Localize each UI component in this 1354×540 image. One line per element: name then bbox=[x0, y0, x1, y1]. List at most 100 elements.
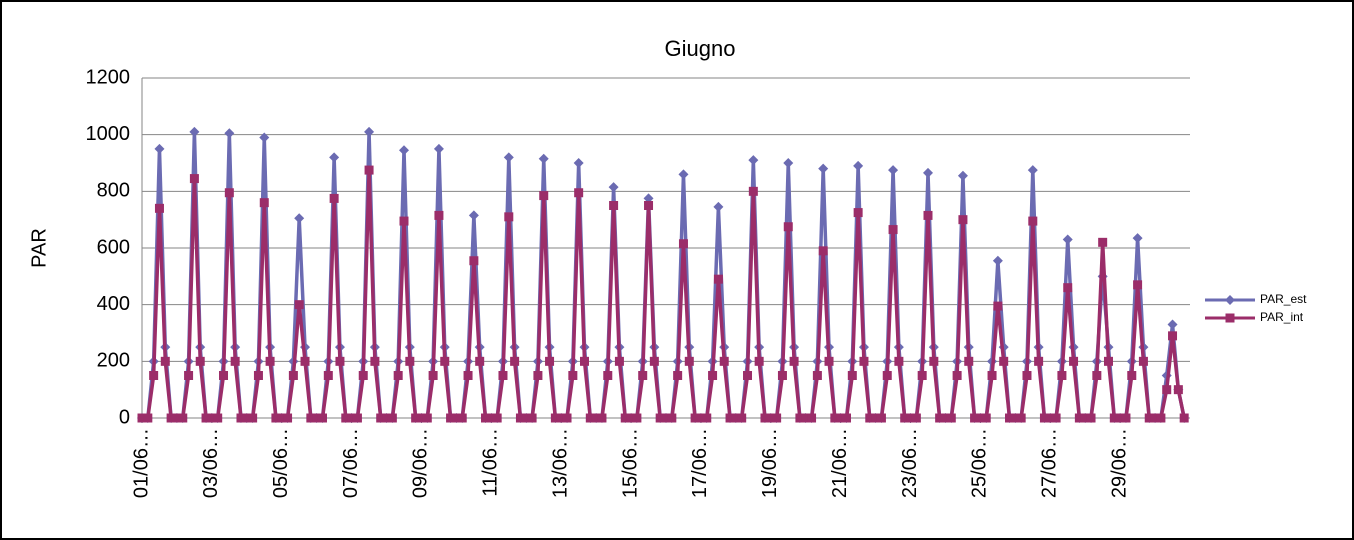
data-point bbox=[824, 356, 834, 366]
data-point bbox=[562, 413, 572, 423]
data-point bbox=[1074, 413, 1084, 423]
x-tick-label: 15/06… bbox=[619, 428, 641, 498]
data-point bbox=[550, 413, 560, 423]
data-point bbox=[1115, 413, 1125, 423]
y-tick-label: 200 bbox=[97, 350, 130, 372]
data-point bbox=[783, 158, 794, 168]
data-point bbox=[259, 132, 270, 143]
data-point bbox=[300, 356, 310, 366]
data-point bbox=[1103, 356, 1113, 366]
data-point bbox=[638, 371, 648, 380]
data-point bbox=[294, 300, 304, 310]
x-tick-label: 17/06… bbox=[689, 428, 711, 498]
data-point bbox=[690, 413, 700, 423]
x-tick-label: 13/06… bbox=[549, 428, 571, 498]
data-point bbox=[748, 186, 758, 196]
data-point bbox=[993, 301, 1003, 311]
data-point bbox=[1092, 371, 1102, 380]
x-tick-label: 29/06… bbox=[1108, 428, 1130, 498]
data-point bbox=[1173, 385, 1183, 395]
data-point bbox=[713, 274, 723, 284]
x-tick-label: 07/06… bbox=[340, 428, 362, 498]
x-tick-label: 23/06… bbox=[899, 428, 921, 498]
data-point bbox=[987, 371, 997, 380]
data-point bbox=[853, 208, 863, 218]
data-point bbox=[719, 356, 729, 366]
y-axis-label: PAR bbox=[28, 228, 50, 268]
data-point bbox=[312, 413, 322, 423]
data-point bbox=[818, 246, 828, 256]
data-point bbox=[358, 371, 368, 380]
x-tick-label: 21/06… bbox=[829, 428, 851, 498]
data-point bbox=[579, 356, 589, 366]
data-point bbox=[923, 167, 933, 178]
data-point bbox=[329, 152, 340, 163]
data-point bbox=[1016, 413, 1026, 423]
data-point bbox=[713, 201, 724, 212]
data-point bbox=[888, 225, 898, 235]
data-point bbox=[673, 371, 683, 380]
data-point bbox=[399, 145, 409, 156]
data-point bbox=[957, 170, 968, 181]
data-point bbox=[591, 413, 601, 423]
data-point bbox=[667, 413, 677, 423]
data-point bbox=[486, 413, 496, 423]
data-point bbox=[213, 413, 223, 423]
data-point bbox=[1086, 413, 1096, 423]
data-point bbox=[521, 413, 531, 423]
x-tick-label: 27/06… bbox=[1039, 428, 1061, 498]
data-point bbox=[1005, 413, 1015, 423]
data-point bbox=[585, 413, 595, 423]
data-point bbox=[1133, 280, 1143, 290]
data-point bbox=[737, 413, 747, 423]
data-point bbox=[876, 413, 886, 423]
data-point bbox=[975, 413, 985, 423]
data-point bbox=[702, 413, 712, 423]
data-point bbox=[1062, 234, 1073, 245]
data-point bbox=[748, 155, 759, 166]
data-point bbox=[958, 215, 968, 225]
data-point bbox=[725, 413, 735, 423]
data-point bbox=[492, 413, 502, 423]
data-point bbox=[271, 413, 281, 423]
data-point bbox=[416, 413, 426, 423]
data-point bbox=[219, 371, 229, 380]
data-point bbox=[1127, 371, 1137, 380]
data-point bbox=[981, 413, 991, 423]
data-point bbox=[259, 198, 269, 208]
data-point bbox=[614, 356, 624, 366]
data-point bbox=[433, 143, 444, 154]
data-point bbox=[143, 413, 153, 423]
data-point bbox=[382, 413, 392, 423]
data-point bbox=[626, 413, 636, 423]
data-point bbox=[538, 153, 549, 164]
y-tick-label: 600 bbox=[97, 236, 130, 258]
data-point bbox=[766, 413, 776, 423]
data-point bbox=[760, 413, 770, 423]
data-point bbox=[661, 413, 671, 423]
data-point bbox=[253, 371, 263, 380]
data-point bbox=[871, 413, 881, 423]
y-tick-label: 400 bbox=[97, 293, 130, 315]
data-point bbox=[446, 413, 456, 423]
data-point bbox=[643, 193, 654, 204]
data-point bbox=[503, 152, 514, 163]
data-point bbox=[364, 165, 374, 175]
data-point bbox=[935, 413, 945, 423]
data-point bbox=[970, 413, 980, 423]
data-point bbox=[224, 128, 235, 139]
data-point bbox=[603, 371, 613, 380]
data-point bbox=[608, 182, 619, 193]
data-point bbox=[929, 356, 939, 366]
data-point bbox=[481, 413, 491, 423]
data-point bbox=[812, 371, 822, 380]
x-tick-label: 11/06… bbox=[480, 428, 502, 497]
data-point bbox=[510, 356, 520, 366]
data-point bbox=[1144, 413, 1154, 423]
data-point bbox=[201, 413, 211, 423]
data-point bbox=[160, 356, 170, 366]
data-point bbox=[178, 413, 188, 423]
data-point bbox=[573, 158, 584, 168]
data-point bbox=[1039, 413, 1049, 423]
